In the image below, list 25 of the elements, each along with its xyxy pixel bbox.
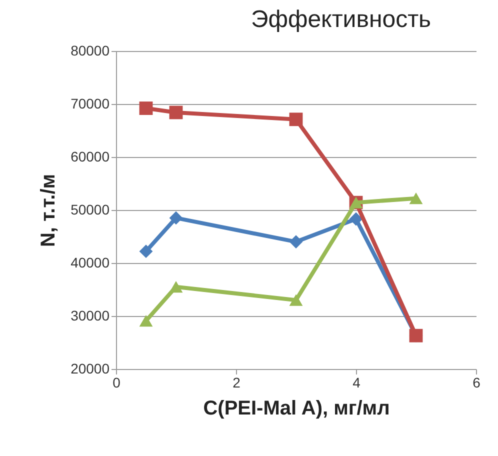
point: [169, 211, 183, 225]
y-axis-title: N, т.т./м: [38, 174, 60, 248]
x-tick-label: 0: [112, 374, 121, 390]
y-tick-label: 60000: [70, 148, 110, 164]
point: [409, 192, 423, 204]
x-axis-title: C(PEI-Mal A), мг/мл: [203, 398, 390, 420]
y-tick-label: 70000: [70, 96, 110, 112]
point: [139, 102, 153, 115]
y-tick-label: 20000: [70, 360, 110, 376]
x-tick-label: 6: [472, 374, 481, 390]
y-tick-label: 50000: [70, 202, 110, 218]
x-tick-label: 4: [352, 374, 361, 390]
y-tick-label: 30000: [70, 308, 110, 324]
point: [169, 106, 183, 120]
point: [289, 294, 303, 306]
point: [169, 281, 183, 293]
point: [349, 212, 363, 226]
y-tick-label: 40000: [70, 254, 110, 270]
point: [289, 235, 303, 249]
chart-title: Эффективность: [250, 6, 432, 33]
y-tick-label: 80000: [70, 42, 110, 58]
point: [289, 112, 303, 126]
point: [139, 314, 153, 327]
x-tick-label: 2: [232, 374, 241, 390]
point: [139, 244, 153, 258]
